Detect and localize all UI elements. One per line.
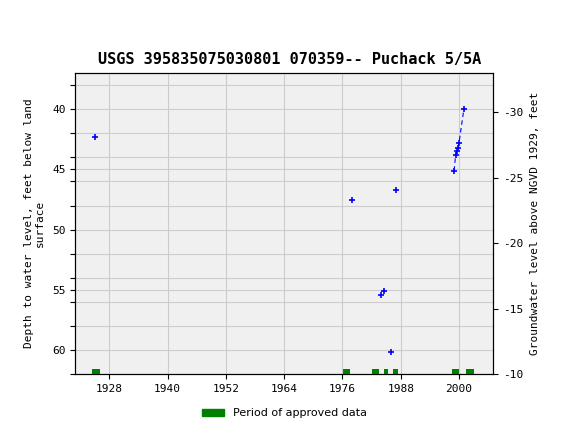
Text: USGS 395835075030801 070359-- Puchack 5/5A: USGS 395835075030801 070359-- Puchack 5/… [99, 52, 481, 67]
Y-axis label: Groundwater level above NGVD 1929, feet: Groundwater level above NGVD 1929, feet [530, 92, 540, 355]
Text: ≡USGS: ≡USGS [12, 16, 70, 35]
Bar [393, 369, 398, 379]
Bar [466, 369, 474, 379]
Legend: Period of approved data: Period of approved data [197, 404, 371, 423]
Bar [372, 369, 379, 379]
Bar [452, 369, 459, 379]
Bar [342, 369, 350, 379]
Y-axis label: Depth to water level, feet below land
surface: Depth to water level, feet below land su… [24, 99, 45, 348]
Bar [92, 369, 100, 379]
Bar [384, 369, 387, 379]
